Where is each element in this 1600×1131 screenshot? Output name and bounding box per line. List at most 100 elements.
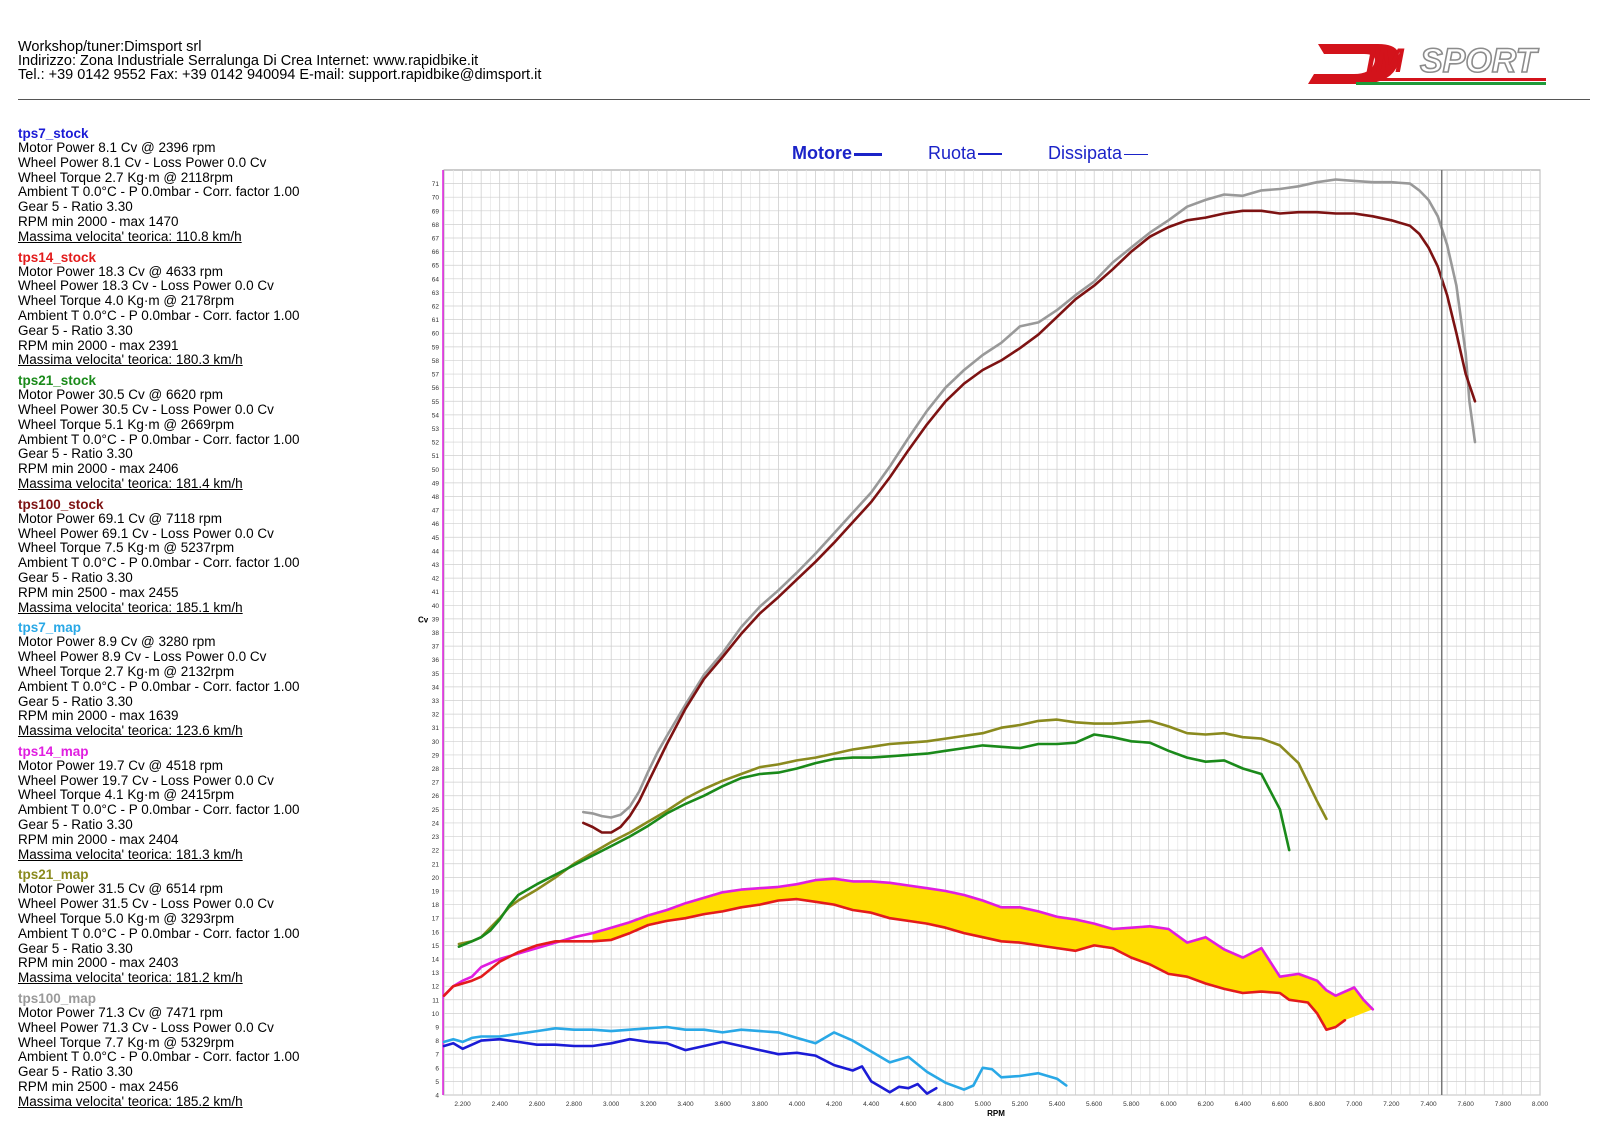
- y-tick-label: 4: [435, 1093, 439, 1100]
- x-tick-label: 2.200: [454, 1101, 471, 1108]
- y-tick-label: 19: [432, 888, 440, 895]
- x-tick-label: 4.600: [900, 1101, 917, 1108]
- run-detail-line: Wheel Power 18.3 Cv - Loss Power 0.0 Cv: [18, 278, 274, 294]
- y-tick-label: 7: [435, 1052, 439, 1059]
- run-max-speed: Massima velocita' teorica: 123.6 km/h: [18, 723, 243, 739]
- legend-ruota-label: Ruota: [928, 143, 977, 163]
- run-detail-line: Motor Power 69.1 Cv @ 7118 rpm: [18, 510, 223, 526]
- run-detail-line: Ambient T 0.0°C - P 0.0mbar - Corr. fact…: [18, 184, 300, 200]
- x-tick-label: 6.200: [1197, 1101, 1214, 1108]
- y-tick-label: 52: [432, 440, 440, 447]
- y-tick-label: 33: [432, 698, 440, 705]
- y-tick-label: 47: [432, 508, 440, 515]
- dimsport-logo: IM SPORT: [1308, 41, 1546, 85]
- run-block: tps100_map Motor Power 71.3 Cv @ 7471 rpm…: [18, 992, 398, 1110]
- run-detail-line: RPM min 2500 - max 2455: [18, 584, 179, 600]
- y-tick-label: 13: [432, 970, 440, 977]
- run-detail-line: RPM min 2000 - max 1470: [18, 213, 179, 229]
- y-tick-label: 18: [432, 902, 440, 909]
- y-tick-label: 37: [432, 644, 440, 651]
- legend-motore: Motore: [792, 143, 882, 164]
- y-tick-label: 36: [432, 657, 440, 664]
- x-tick-label: 4.400: [863, 1101, 880, 1108]
- y-tick-label: 9: [435, 1024, 439, 1031]
- y-tick-label: 62: [432, 304, 440, 311]
- y-tick-label: 23: [432, 834, 440, 841]
- x-tick-label: 5.800: [1123, 1101, 1140, 1108]
- run-max-speed: Massima velocita' teorica: 181.4 km/h: [18, 475, 243, 491]
- run-detail-line: Gear 5 - Ratio 3.30: [18, 322, 133, 338]
- x-tick-label: 3.600: [715, 1101, 732, 1108]
- run-name: tps21_stock: [18, 373, 97, 389]
- y-tick-label: 16: [432, 929, 440, 936]
- y-tick-label: 32: [432, 712, 440, 719]
- run-detail-line: Motor Power 30.5 Cv @ 6620 rpm: [18, 387, 224, 403]
- y-tick-label: 26: [432, 793, 440, 800]
- x-tick-label: 5.000: [975, 1101, 992, 1108]
- run-detail-line: RPM min 2000 - max 2391: [18, 337, 179, 353]
- run-name: tps7_map: [18, 620, 82, 636]
- run-detail-line: Ambient T 0.0°C - P 0.0mbar - Corr. fact…: [18, 555, 300, 571]
- y-tick-label: 65: [432, 263, 440, 270]
- series-line-tps7_stock: [442, 1037, 938, 1095]
- y-tick-label: 55: [432, 399, 440, 406]
- y-tick-label: 27: [432, 780, 440, 787]
- y-tick-label: 25: [432, 807, 440, 814]
- run-detail-line: Wheel Torque 5.0 Kg·m @ 3293rpm: [18, 911, 235, 927]
- run-detail-line: Wheel Power 69.1 Cv - Loss Power 0.0 Cv: [18, 525, 274, 541]
- run-detail-line: RPM min 2000 - max 2404: [18, 831, 179, 847]
- x-tick-label: 6.800: [1309, 1101, 1326, 1108]
- y-axis-label: Cv: [418, 616, 429, 625]
- y-tick-label: 57: [432, 372, 440, 379]
- run-max-speed: Massima velocita' teorica: 180.3 km/h: [18, 352, 243, 368]
- y-tick-label: 41: [432, 589, 440, 596]
- run-detail-line: Wheel Power 71.3 Cv - Loss Power 0.0 Cv: [18, 1019, 274, 1035]
- run-block: tps7_map Motor Power 8.9 Cv @ 3280 rpm Whe…: [18, 621, 398, 739]
- x-tick-label: 8.000: [1532, 1101, 1549, 1108]
- y-tick-label: 45: [432, 535, 440, 542]
- header-divider: [18, 99, 1590, 100]
- run-detail-line: Motor Power 19.7 Cv @ 4518 rpm: [18, 757, 224, 773]
- y-tick-label: 15: [432, 943, 440, 950]
- run-detail-line: RPM min 2000 - max 2406: [18, 461, 179, 477]
- y-tick-label: 5: [435, 1079, 439, 1086]
- run-detail-line: Wheel Torque 7.5 Kg·m @ 5237rpm: [18, 540, 235, 556]
- run-detail-line: Gear 5 - Ratio 3.30: [18, 199, 133, 215]
- run-detail-line: Wheel Power 8.1 Cv - Loss Power 0.0 Cv: [18, 154, 267, 170]
- y-tick-label: 17: [432, 916, 440, 923]
- y-tick-label: 53: [432, 426, 440, 433]
- y-tick-label: 60: [432, 331, 440, 338]
- run-name: tps14_map: [18, 743, 89, 759]
- series-line-tps14_stock: [442, 897, 1347, 1031]
- run-detail-line: Gear 5 - Ratio 3.30: [18, 940, 133, 956]
- x-tick-label: 2.600: [529, 1101, 546, 1108]
- legend-motore-swatch: [854, 152, 882, 156]
- run-detail-line: Wheel Torque 2.7 Kg·m @ 2132rpm: [18, 663, 235, 679]
- y-tick-label: 34: [432, 684, 440, 691]
- x-axis-label: RPM: [987, 1109, 1005, 1118]
- legend-dissipata-swatch: [1124, 153, 1149, 155]
- y-tick-label: 12: [432, 984, 440, 991]
- y-tick-label: 29: [432, 752, 440, 759]
- y-tick-label: 21: [432, 861, 440, 868]
- run-detail-line: Motor Power 8.1 Cv @ 2396 rpm: [18, 140, 216, 155]
- run-detail-line: Ambient T 0.0°C - P 0.0mbar - Corr. fact…: [18, 925, 300, 941]
- run-max-speed: Massima velocita' teorica: 110.8 km/h: [18, 228, 242, 244]
- run-detail-line: RPM min 2000 - max 2403: [18, 955, 179, 971]
- x-tick-label: 5.600: [1086, 1101, 1103, 1108]
- x-tick-label: 6.400: [1235, 1101, 1252, 1108]
- run-detail-line: Gear 5 - Ratio 3.30: [18, 569, 133, 585]
- legend-motore-label: Motore: [792, 143, 852, 163]
- workshop-name: Workshop/tuner:Dimsport srl: [18, 39, 202, 55]
- x-tick-label: 3.800: [752, 1101, 769, 1108]
- y-tick-label: 48: [432, 494, 440, 501]
- y-tick-label: 43: [432, 562, 440, 569]
- y-tick-label: 49: [432, 480, 440, 487]
- y-tick-label: 31: [432, 725, 440, 732]
- run-block: tps14_stock Motor Power 18.3 Cv @ 4633 rp…: [18, 250, 398, 369]
- run-detail-line: Ambient T 0.0°C - P 0.0mbar - Corr. fact…: [18, 307, 300, 323]
- run-block: tps21_stock Motor Power 30.5 Cv @ 6620 rp…: [18, 374, 398, 492]
- run-detail-line: Wheel Torque 4.0 Kg·m @ 2178rpm: [18, 293, 235, 309]
- run-detail-line: Wheel Power 8.9 Cv - Loss Power 0.0 Cv: [18, 649, 267, 665]
